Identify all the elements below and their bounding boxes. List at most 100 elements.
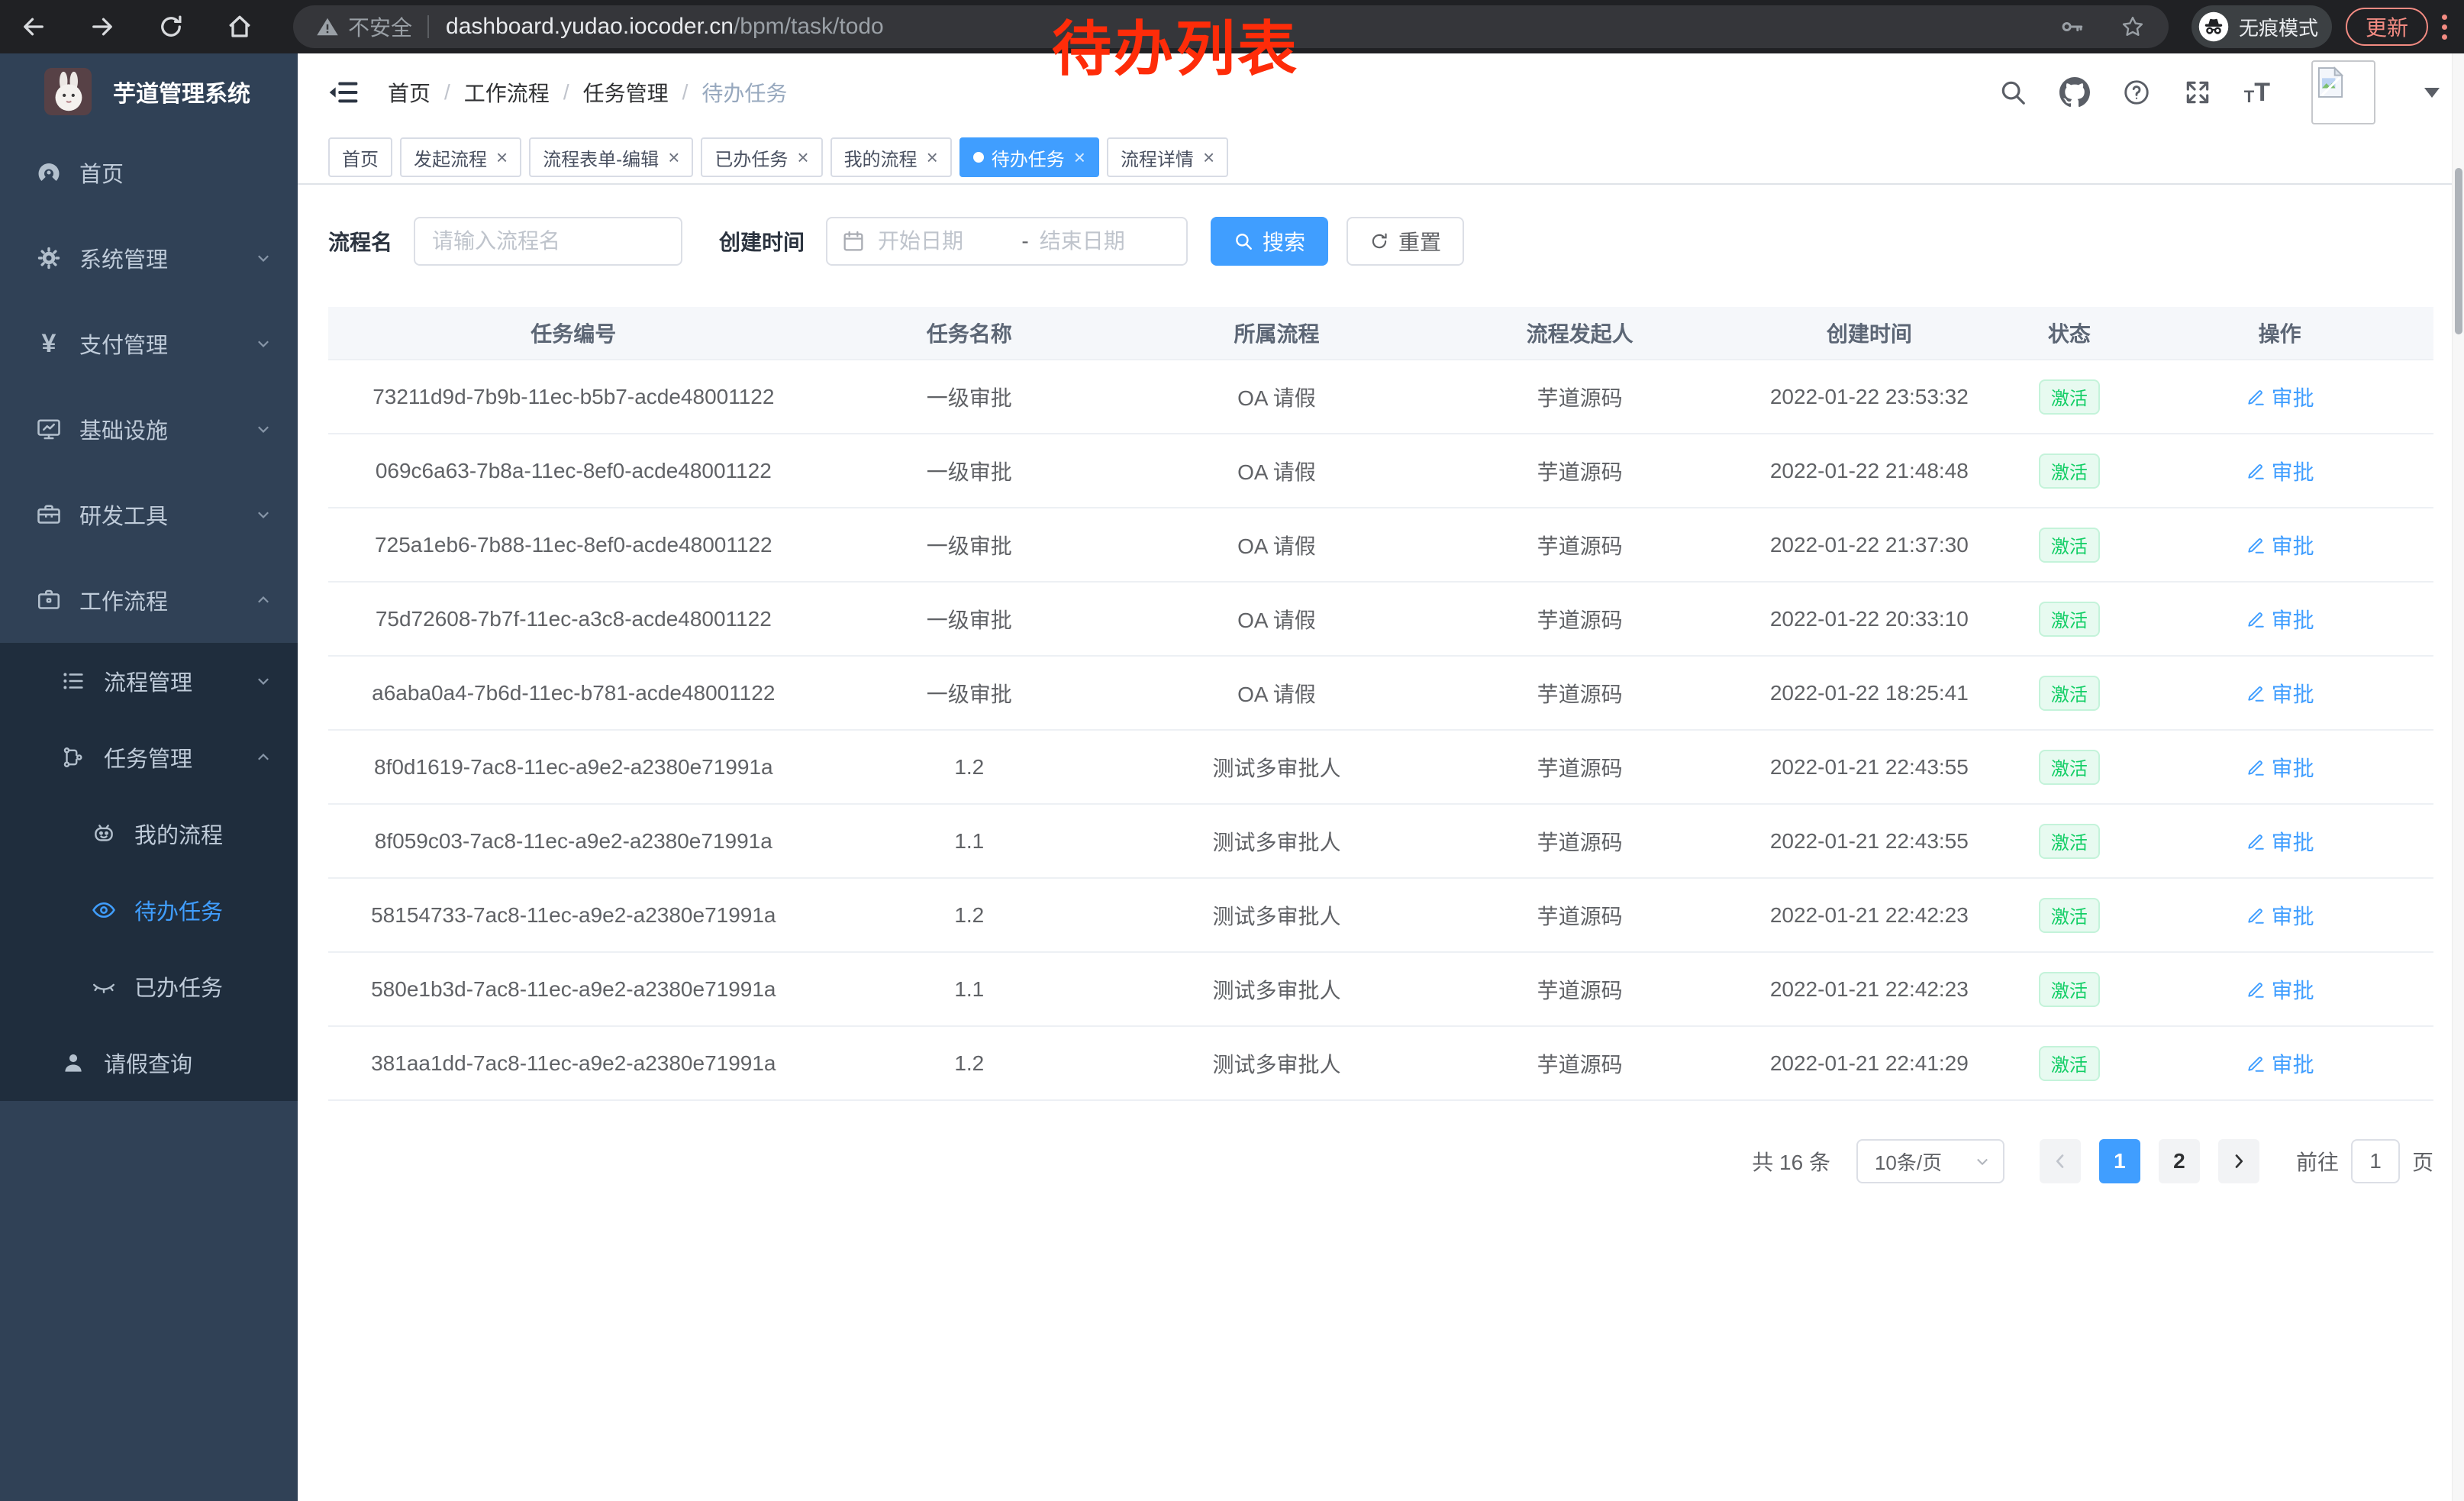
sidebar-item-home[interactable]: 首页 [0,130,298,215]
chevron-down-icon [255,335,272,352]
process-name-field-wrap [414,217,683,266]
approve-link[interactable]: 审批 [2246,826,2314,857]
chevron-up-icon [255,749,272,766]
sidebar-item-leave-query[interactable]: 请假查询 [0,1025,298,1101]
sidebar-item-my-process[interactable]: 我的流程 [0,796,298,872]
avatar[interactable] [2311,60,2375,124]
tab[interactable]: 已办任务 × [701,137,823,177]
close-icon[interactable]: × [926,146,938,169]
tab[interactable]: 待办任务 × [959,137,1099,177]
approve-link[interactable]: 审批 [2246,530,2314,560]
next-page-button[interactable] [2217,1139,2259,1183]
scrollbar[interactable] [2452,53,2464,1501]
fullscreen-icon[interactable] [2183,78,2212,107]
forward-icon[interactable] [89,13,116,40]
logo-row[interactable]: 芋道管理系统 [0,53,298,130]
tab[interactable]: 发起流程 × [400,137,522,177]
tab-label: 流程详情 [1120,149,1194,170]
page-button-1[interactable]: 1 [2098,1139,2140,1183]
page-button-2[interactable]: 2 [2158,1139,2200,1183]
prev-page-button[interactable] [2039,1139,2081,1183]
approve-link[interactable]: 审批 [2246,752,2314,783]
update-button[interactable]: 更新 [2345,8,2428,46]
help-icon[interactable] [2122,78,2151,107]
page-size-select[interactable]: 10条/页 [1856,1139,2004,1183]
approve-link[interactable]: 审批 [2246,678,2314,709]
approve-link[interactable]: 审批 [2246,456,2314,486]
sidebar-item-process-mgmt[interactable]: 流程管理 [0,643,298,719]
url-text[interactable]: dashboard.yudao.iocoder.cn/bpm/task/todo [446,14,884,39]
breadcrumb-home[interactable]: 首页 [388,82,431,105]
status-badge: 激活 [2038,675,2100,711]
collapse-sidebar-icon[interactable] [328,79,359,105]
tab[interactable]: 我的流程 × [830,137,952,177]
close-icon[interactable]: × [797,146,809,169]
close-icon[interactable]: × [496,146,508,169]
incognito-icon [2198,11,2230,43]
security-label[interactable]: 不安全 [348,16,413,40]
cell-status: 激活 [2012,601,2126,637]
active-dot [972,152,984,163]
breadcrumb-workflow[interactable]: 工作流程 [463,82,550,105]
sidebar-item-devtools[interactable]: 研发工具 [0,472,298,557]
tab[interactable]: 首页 × [328,137,392,177]
cell-starter: 芋道源码 [1537,386,1623,410]
robot-icon [87,821,121,847]
start-date-input[interactable] [878,229,1011,253]
tab[interactable]: 流程表单-编辑 × [529,137,694,177]
sidebar-item-payment[interactable]: ¥ 支付管理 [0,301,298,386]
cell-task-name: 一级审批 [926,608,1012,632]
scrollbar-thumb[interactable] [2455,168,2462,334]
divider [427,15,430,38]
gear-icon [32,245,66,271]
cell-created: 2022-01-22 18:25:41 [1769,680,1969,705]
cell-task-name: 1.2 [954,902,985,927]
approve-link[interactable]: 审批 [2246,382,2314,412]
address-bar[interactable]: 不安全 dashboard.yudao.iocoder.cn/bpm/task/… [293,5,2169,48]
sidebar-item-task-mgmt[interactable]: 任务管理 [0,719,298,796]
avatar-caret-icon[interactable] [2424,87,2440,98]
close-icon[interactable]: × [668,146,680,169]
sidebar-item-done-tasks[interactable]: 已办任务 [0,948,298,1025]
cell-process: 测试多审批人 [1212,904,1341,928]
cell-task-id: 8f0d1619-7ac8-11ec-a9e2-a2380e71991a [374,754,773,779]
reset-button[interactable]: 重置 [1346,217,1465,266]
bookmark-star-icon[interactable] [2120,14,2146,40]
search-icon[interactable] [1998,78,2027,107]
cell-task-name: 1.2 [954,1051,985,1075]
tab[interactable]: 流程详情 × [1106,137,1229,177]
cell-action: 审批 [2126,678,2433,709]
sidebar-item-infrastructure[interactable]: 基础设施 [0,386,298,472]
cell-status: 激活 [2012,823,2126,859]
key-icon[interactable] [2059,14,2085,40]
browser-menu-icon[interactable] [2442,14,2447,40]
process-name-input[interactable] [432,229,665,253]
approve-link[interactable]: 审批 [2246,604,2314,634]
incognito-label: 无痕模式 [2238,16,2318,40]
chevron-down-icon [255,250,272,266]
close-icon[interactable]: × [1073,146,1085,169]
goto-page-input[interactable] [2350,1139,2400,1183]
cell-task-id: 381aa1dd-7ac8-11ec-a9e2-a2380e71991a [371,1051,776,1075]
end-date-input[interactable] [1039,229,1173,253]
reload-icon[interactable] [157,13,185,40]
cell-status: 激活 [2012,527,2126,563]
sidebar-item-system[interactable]: 系统管理 [0,215,298,301]
github-icon[interactable] [2059,77,2090,108]
sidebar-item-label: 研发工具 [79,505,169,529]
approve-link[interactable]: 审批 [2246,1048,2314,1079]
sidebar-item-workflow[interactable]: 工作流程 [0,557,298,643]
home-icon[interactable] [226,13,253,40]
approve-link[interactable]: 审批 [2246,974,2314,1005]
breadcrumb: 首页 / 工作流程 / 任务管理 / 待办任务 [388,77,787,108]
breadcrumb-task-mgmt[interactable]: 任务管理 [582,82,669,105]
back-icon[interactable] [20,13,47,40]
not-secure-icon [316,15,339,38]
search-button[interactable]: 搜索 [1211,217,1329,266]
approve-link[interactable]: 审批 [2246,900,2314,931]
sidebar-item-todo-tasks[interactable]: 待办任务 [0,872,298,948]
process-list-icon [56,668,90,694]
close-icon[interactable]: × [1202,146,1215,169]
date-range-picker[interactable]: - [826,217,1188,266]
